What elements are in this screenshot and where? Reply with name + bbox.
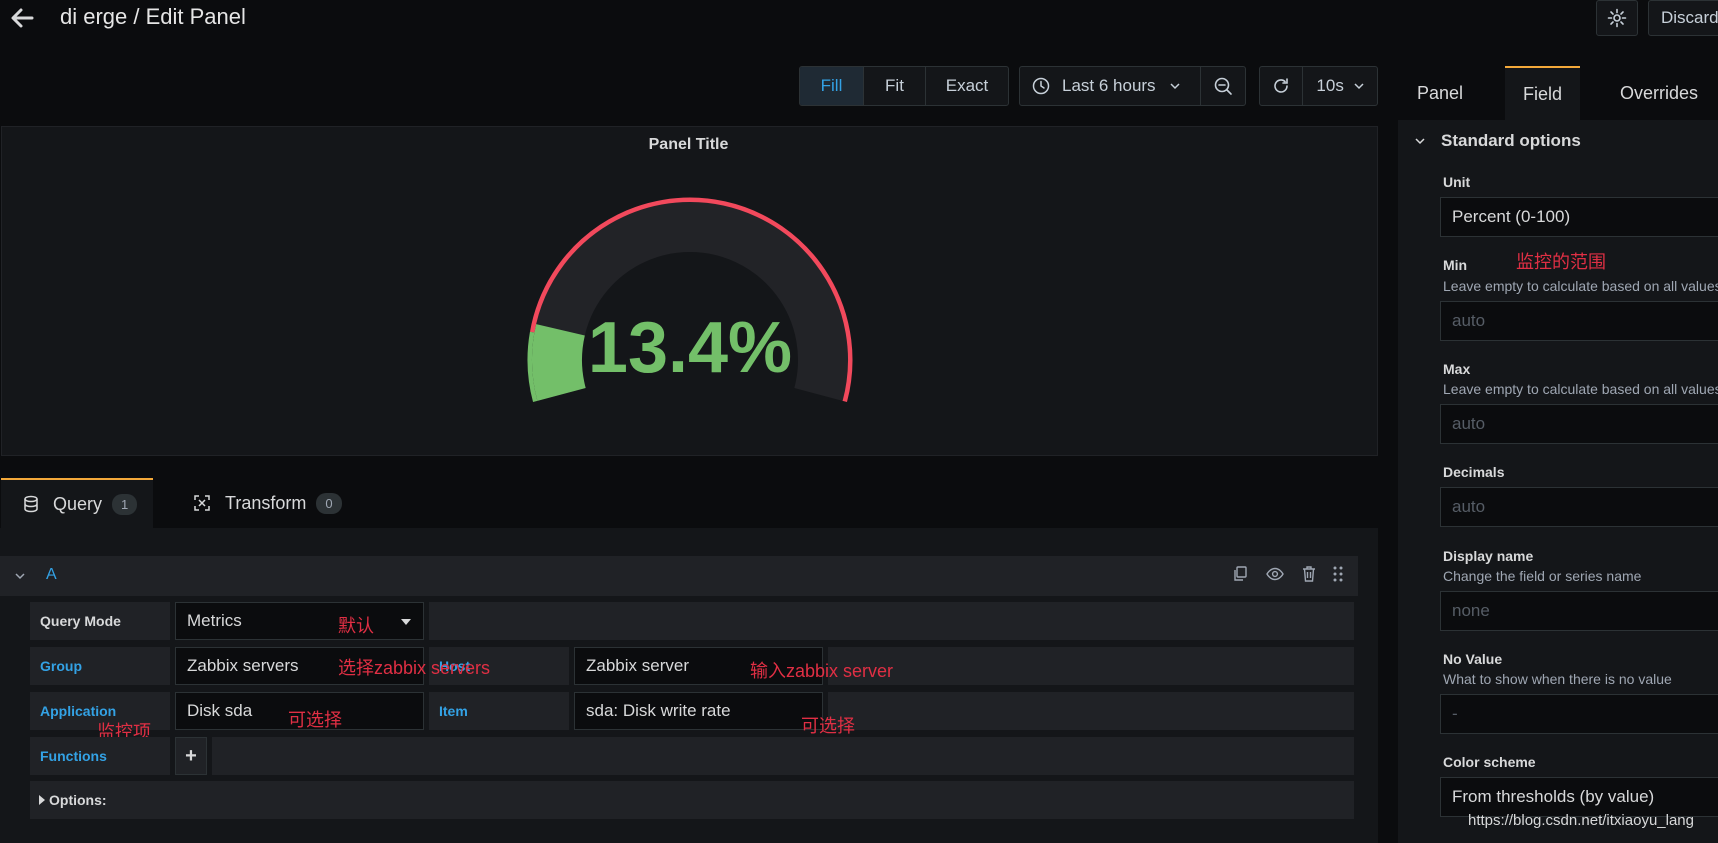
max-label: Max	[1443, 361, 1471, 377]
eye-icon[interactable]	[1266, 566, 1284, 582]
query-row-filler	[828, 647, 1354, 685]
clock-icon	[1032, 77, 1050, 95]
gauge-value-arc	[532, 324, 586, 401]
annotation-group: 选择zabbix servers	[338, 658, 491, 678]
options-label: Options:	[49, 792, 107, 808]
time-range-group: Last 6 hours	[1019, 66, 1246, 106]
host-input[interactable]: Zabbix server	[574, 647, 823, 685]
section-standard-options[interactable]: Standard options	[1441, 131, 1581, 150]
refresh-interval-label: 10s	[1316, 76, 1344, 95]
group-input[interactable]: Zabbix servers	[175, 647, 424, 685]
tab-query-label: Query	[53, 493, 103, 514]
query-row-header	[0, 556, 1358, 596]
item-label: Item	[429, 692, 569, 730]
discard-button[interactable]: Discard	[1648, 0, 1718, 36]
display-name-description: Change the field or series name	[1443, 568, 1642, 584]
gauge-track-arc	[532, 202, 848, 401]
zoom-out-icon	[1214, 77, 1233, 95]
drag-handle-icon[interactable]	[1332, 566, 1344, 582]
host-label: Host	[429, 647, 569, 685]
database-icon	[24, 495, 38, 513]
exact-button[interactable]: Exact	[945, 76, 989, 95]
item-input[interactable]: sda: Disk write rate	[574, 692, 823, 730]
no-value-description: What to show when there is no value	[1443, 671, 1672, 687]
refresh-group: 10s	[1259, 66, 1378, 106]
chevron-down-icon[interactable]	[1414, 135, 1426, 147]
zoom-out-button[interactable]	[1201, 67, 1245, 105]
duplicate-icon[interactable]	[1232, 566, 1248, 582]
query-ref-id[interactable]: A	[46, 566, 57, 583]
tab-panel[interactable]: Panel	[1416, 82, 1464, 103]
options-toggle[interactable]: Options:	[30, 781, 1354, 819]
gauge-chart: 13.4%	[527, 197, 853, 403]
query-row-filler	[429, 602, 1354, 640]
chevron-down-icon	[1170, 83, 1180, 90]
caret-down-icon	[401, 619, 411, 625]
unit-picker[interactable]: Percent (0-100)	[1440, 197, 1718, 237]
display-name-input[interactable]: none	[1440, 591, 1718, 631]
add-function-button[interactable]: +	[175, 737, 207, 775]
functions-label: Functions	[30, 737, 170, 775]
time-range-label: Last 6 hours	[1062, 76, 1156, 95]
query-row-filler	[828, 692, 1354, 730]
tab-overrides[interactable]: Overrides	[1619, 82, 1699, 103]
refresh-icon	[1274, 78, 1288, 93]
tab-query-count: 1	[112, 493, 138, 515]
chevron-down-icon[interactable]	[14, 570, 26, 582]
min-label: Min	[1443, 257, 1468, 273]
application-label: Application	[30, 692, 170, 730]
no-value-input[interactable]: -	[1440, 694, 1718, 734]
query-tabs: Query 1 Transform 0	[0, 478, 1378, 528]
tab-transform-label: Transform	[225, 492, 307, 513]
page-title: di erge / Edit Panel	[60, 4, 246, 29]
refresh-button[interactable]	[1260, 67, 1304, 105]
query-mode-label: Query Mode	[30, 602, 170, 640]
query-mode-value: Metrics	[187, 611, 242, 630]
color-scheme-picker[interactable]: From thresholds (by value)	[1440, 777, 1718, 817]
caret-right-icon	[39, 795, 45, 805]
gauge-threshold-arc	[529, 197, 853, 403]
time-range-picker[interactable]: Last 6 hours	[1020, 67, 1202, 105]
tab-query[interactable]: Query 1	[1, 478, 153, 528]
display-name-label: Display name	[1443, 548, 1534, 564]
group-label: Group	[30, 647, 170, 685]
decimals-label: Decimals	[1443, 464, 1505, 480]
fill-button[interactable]: Fill	[800, 67, 864, 105]
chevron-down-icon	[1354, 83, 1364, 90]
annotation-item: 可选择	[801, 716, 855, 736]
settings-button[interactable]	[1596, 0, 1638, 36]
back-arrow-icon[interactable]	[8, 4, 36, 32]
view-mode-group: Fill Fit Exact	[799, 66, 1009, 106]
tab-field[interactable]: Field	[1505, 66, 1580, 120]
transform-icon	[194, 495, 210, 511]
max-description: Leave empty to calculate based on all va…	[1443, 381, 1718, 397]
gear-icon	[1607, 8, 1627, 28]
color-scheme-label: Color scheme	[1443, 754, 1536, 770]
unit-label: Unit	[1443, 174, 1471, 190]
fit-button[interactable]: Fit	[864, 67, 926, 105]
watermark: https://blog.csdn.net/itxiaoyu_lang	[1468, 812, 1694, 829]
gauge-base-arc	[527, 331, 538, 403]
panel-title[interactable]: Panel Title	[648, 136, 729, 153]
application-input[interactable]: Disk sda	[175, 692, 424, 730]
query-mode-select[interactable]: Metrics	[175, 602, 424, 640]
annotation-range: 监控的范围	[1516, 252, 1606, 272]
min-description: Leave empty to calculate based on all va…	[1443, 278, 1718, 294]
no-value-label: No Value	[1443, 651, 1503, 667]
max-input[interactable]: auto	[1440, 404, 1718, 444]
panel-preview	[1, 126, 1378, 456]
annotation-host: 输入zabbix server	[750, 661, 894, 681]
annotation-default: 默认	[338, 616, 374, 636]
gauge-value-text: 13.4%	[588, 308, 792, 388]
tab-transform[interactable]: Transform 0	[193, 478, 363, 528]
decimals-input[interactable]: auto	[1440, 487, 1718, 527]
query-row-filler	[212, 737, 1354, 775]
tab-transform-count: 0	[316, 492, 342, 514]
refresh-interval-picker[interactable]: 10s	[1303, 67, 1377, 105]
annotation-application: 可选择	[288, 710, 342, 730]
min-input[interactable]: auto	[1440, 301, 1718, 341]
trash-icon[interactable]	[1302, 566, 1316, 582]
